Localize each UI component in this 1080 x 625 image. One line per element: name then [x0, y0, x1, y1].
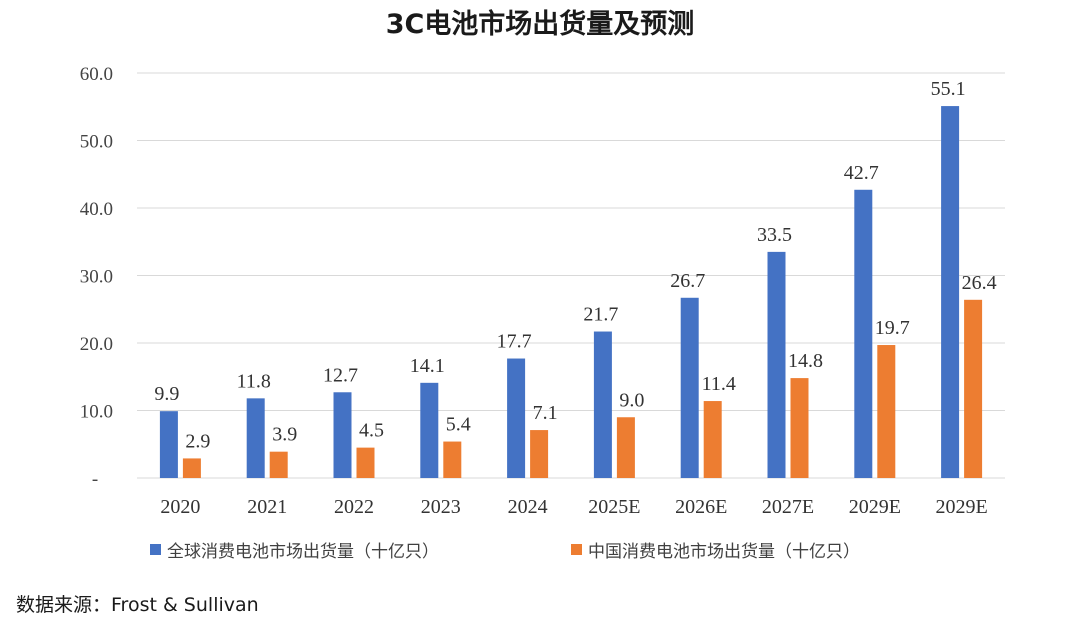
data-label-global: 14.1 — [410, 355, 445, 377]
bar-china — [964, 299, 983, 478]
bar-china — [877, 345, 896, 478]
legend-label-china: 中国消费电池市场出货量（十亿只） — [588, 542, 860, 562]
bar-global — [246, 398, 265, 478]
data-label-global: 12.7 — [323, 364, 358, 386]
data-label-global: 21.7 — [583, 304, 618, 326]
data-label-global: 11.8 — [237, 370, 271, 392]
data-label-china: 26.4 — [962, 272, 997, 294]
bar-china — [530, 430, 549, 478]
data-label-china: 2.9 — [185, 430, 210, 452]
x-tick-label: 2029E — [935, 496, 987, 518]
data-label-china: 4.5 — [359, 420, 384, 442]
data-label-global: 33.5 — [757, 224, 792, 246]
x-tick-label: 2023 — [421, 496, 461, 518]
bar-global — [767, 251, 786, 478]
data-label-china: 3.9 — [272, 424, 297, 446]
y-tick-label: 10.0 — [80, 402, 113, 423]
data-label-china: 14.8 — [788, 350, 823, 372]
legend: 全球消费电池市场出货量（十亿只） 中国消费电池市场出货量（十亿只） — [150, 542, 860, 562]
bar-global — [680, 297, 699, 478]
x-tick-label: 2022 — [334, 496, 374, 518]
gridlines — [137, 72, 1005, 479]
data-label-china: 9.0 — [619, 389, 644, 411]
y-tick-label: 60.0 — [80, 64, 113, 85]
y-tick-label: 40.0 — [80, 199, 113, 220]
data-label-global: 42.7 — [844, 162, 879, 184]
y-tick-label: 30.0 — [80, 267, 113, 288]
data-label-china: 5.4 — [446, 414, 471, 436]
y-tick-label: - — [92, 469, 98, 490]
x-tick-label: 2026E — [675, 496, 727, 518]
x-tick-label: 2024 — [508, 496, 548, 518]
y-tick-label: 20.0 — [80, 334, 113, 355]
x-tick-label: 2029E — [849, 496, 901, 518]
bar-global — [941, 106, 960, 478]
data-label-global: 17.7 — [497, 331, 532, 353]
bar-global — [593, 331, 612, 478]
legend-swatch-china — [571, 544, 582, 555]
x-tick-label: 2025E — [588, 496, 640, 518]
x-axis-ticks: 2020 2021 2022 2023 2024 2025E 2026E 2027E 2029E… — [160, 496, 987, 518]
data-label-global: 55.1 — [931, 78, 966, 100]
x-tick-label: 2020 — [160, 496, 200, 518]
data-label-global: 9.9 — [154, 383, 179, 405]
bar-china — [269, 451, 288, 478]
x-tick-label: 2027E — [762, 496, 814, 518]
bar-global — [854, 189, 873, 478]
data-label-china: 19.7 — [875, 317, 910, 339]
data-label-china: 7.1 — [533, 402, 558, 424]
bar-china — [703, 401, 722, 478]
bars — [159, 106, 983, 478]
legend-label-global: 全球消费电池市场出货量（十亿只） — [167, 542, 439, 562]
bar-china — [356, 447, 375, 478]
bar-china — [443, 441, 462, 478]
bar-global — [420, 382, 439, 478]
data-label-global: 26.7 — [670, 270, 705, 292]
bar-global — [159, 411, 178, 478]
bar-china — [790, 378, 809, 478]
x-tick-label: 2021 — [247, 496, 287, 518]
bar-global — [507, 358, 526, 478]
bar-china — [616, 417, 635, 478]
chart-title: 3C电池市场出货量及预测 — [386, 8, 695, 40]
legend-swatch-global — [150, 544, 161, 555]
y-tick-label: 50.0 — [80, 132, 113, 153]
source-note: 数据来源：Frost & Sullivan — [16, 594, 259, 616]
bar-global — [333, 392, 352, 478]
data-labels: 9.9 2.9 11.8 3.9 12.7 4.5 14.1 5.4 17.7 7.1 21.7 9.… — [154, 78, 996, 452]
bar-china — [182, 458, 201, 478]
y-axis-ticks: - 10.0 20.0 30.0 40.0 50.0 60.0 — [80, 64, 113, 490]
data-label-china: 11.4 — [702, 373, 736, 395]
